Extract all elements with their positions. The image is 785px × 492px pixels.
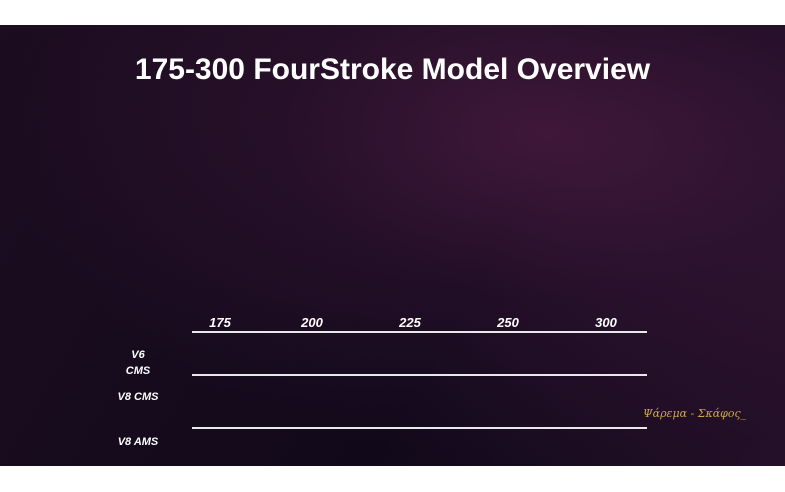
- column-header: 250: [497, 315, 519, 330]
- watermark: Ψάρεμα - Σκάφος_: [643, 407, 747, 420]
- divider: [192, 374, 647, 376]
- slide: 175-300 FourStroke Model Overview Ψάρεμα…: [0, 25, 785, 466]
- column-header: 225: [399, 315, 421, 330]
- row-label-line: V6: [131, 349, 145, 361]
- divider: [192, 427, 647, 429]
- row-label: V6 CMS: [100, 347, 176, 379]
- row-label: V8 AMS: [100, 434, 176, 450]
- slide-title: 175-300 FourStroke Model Overview: [134, 53, 651, 86]
- column-header: 200: [301, 315, 323, 330]
- row-label-line: V8 CMS: [117, 391, 159, 403]
- row-label: V8 CMS: [100, 389, 176, 405]
- column-header: 175: [209, 315, 231, 330]
- row-label-line: CMS: [125, 365, 151, 377]
- row-label-line: V8 AMS: [117, 436, 159, 448]
- divider: [192, 331, 647, 333]
- column-header: 300: [595, 315, 617, 330]
